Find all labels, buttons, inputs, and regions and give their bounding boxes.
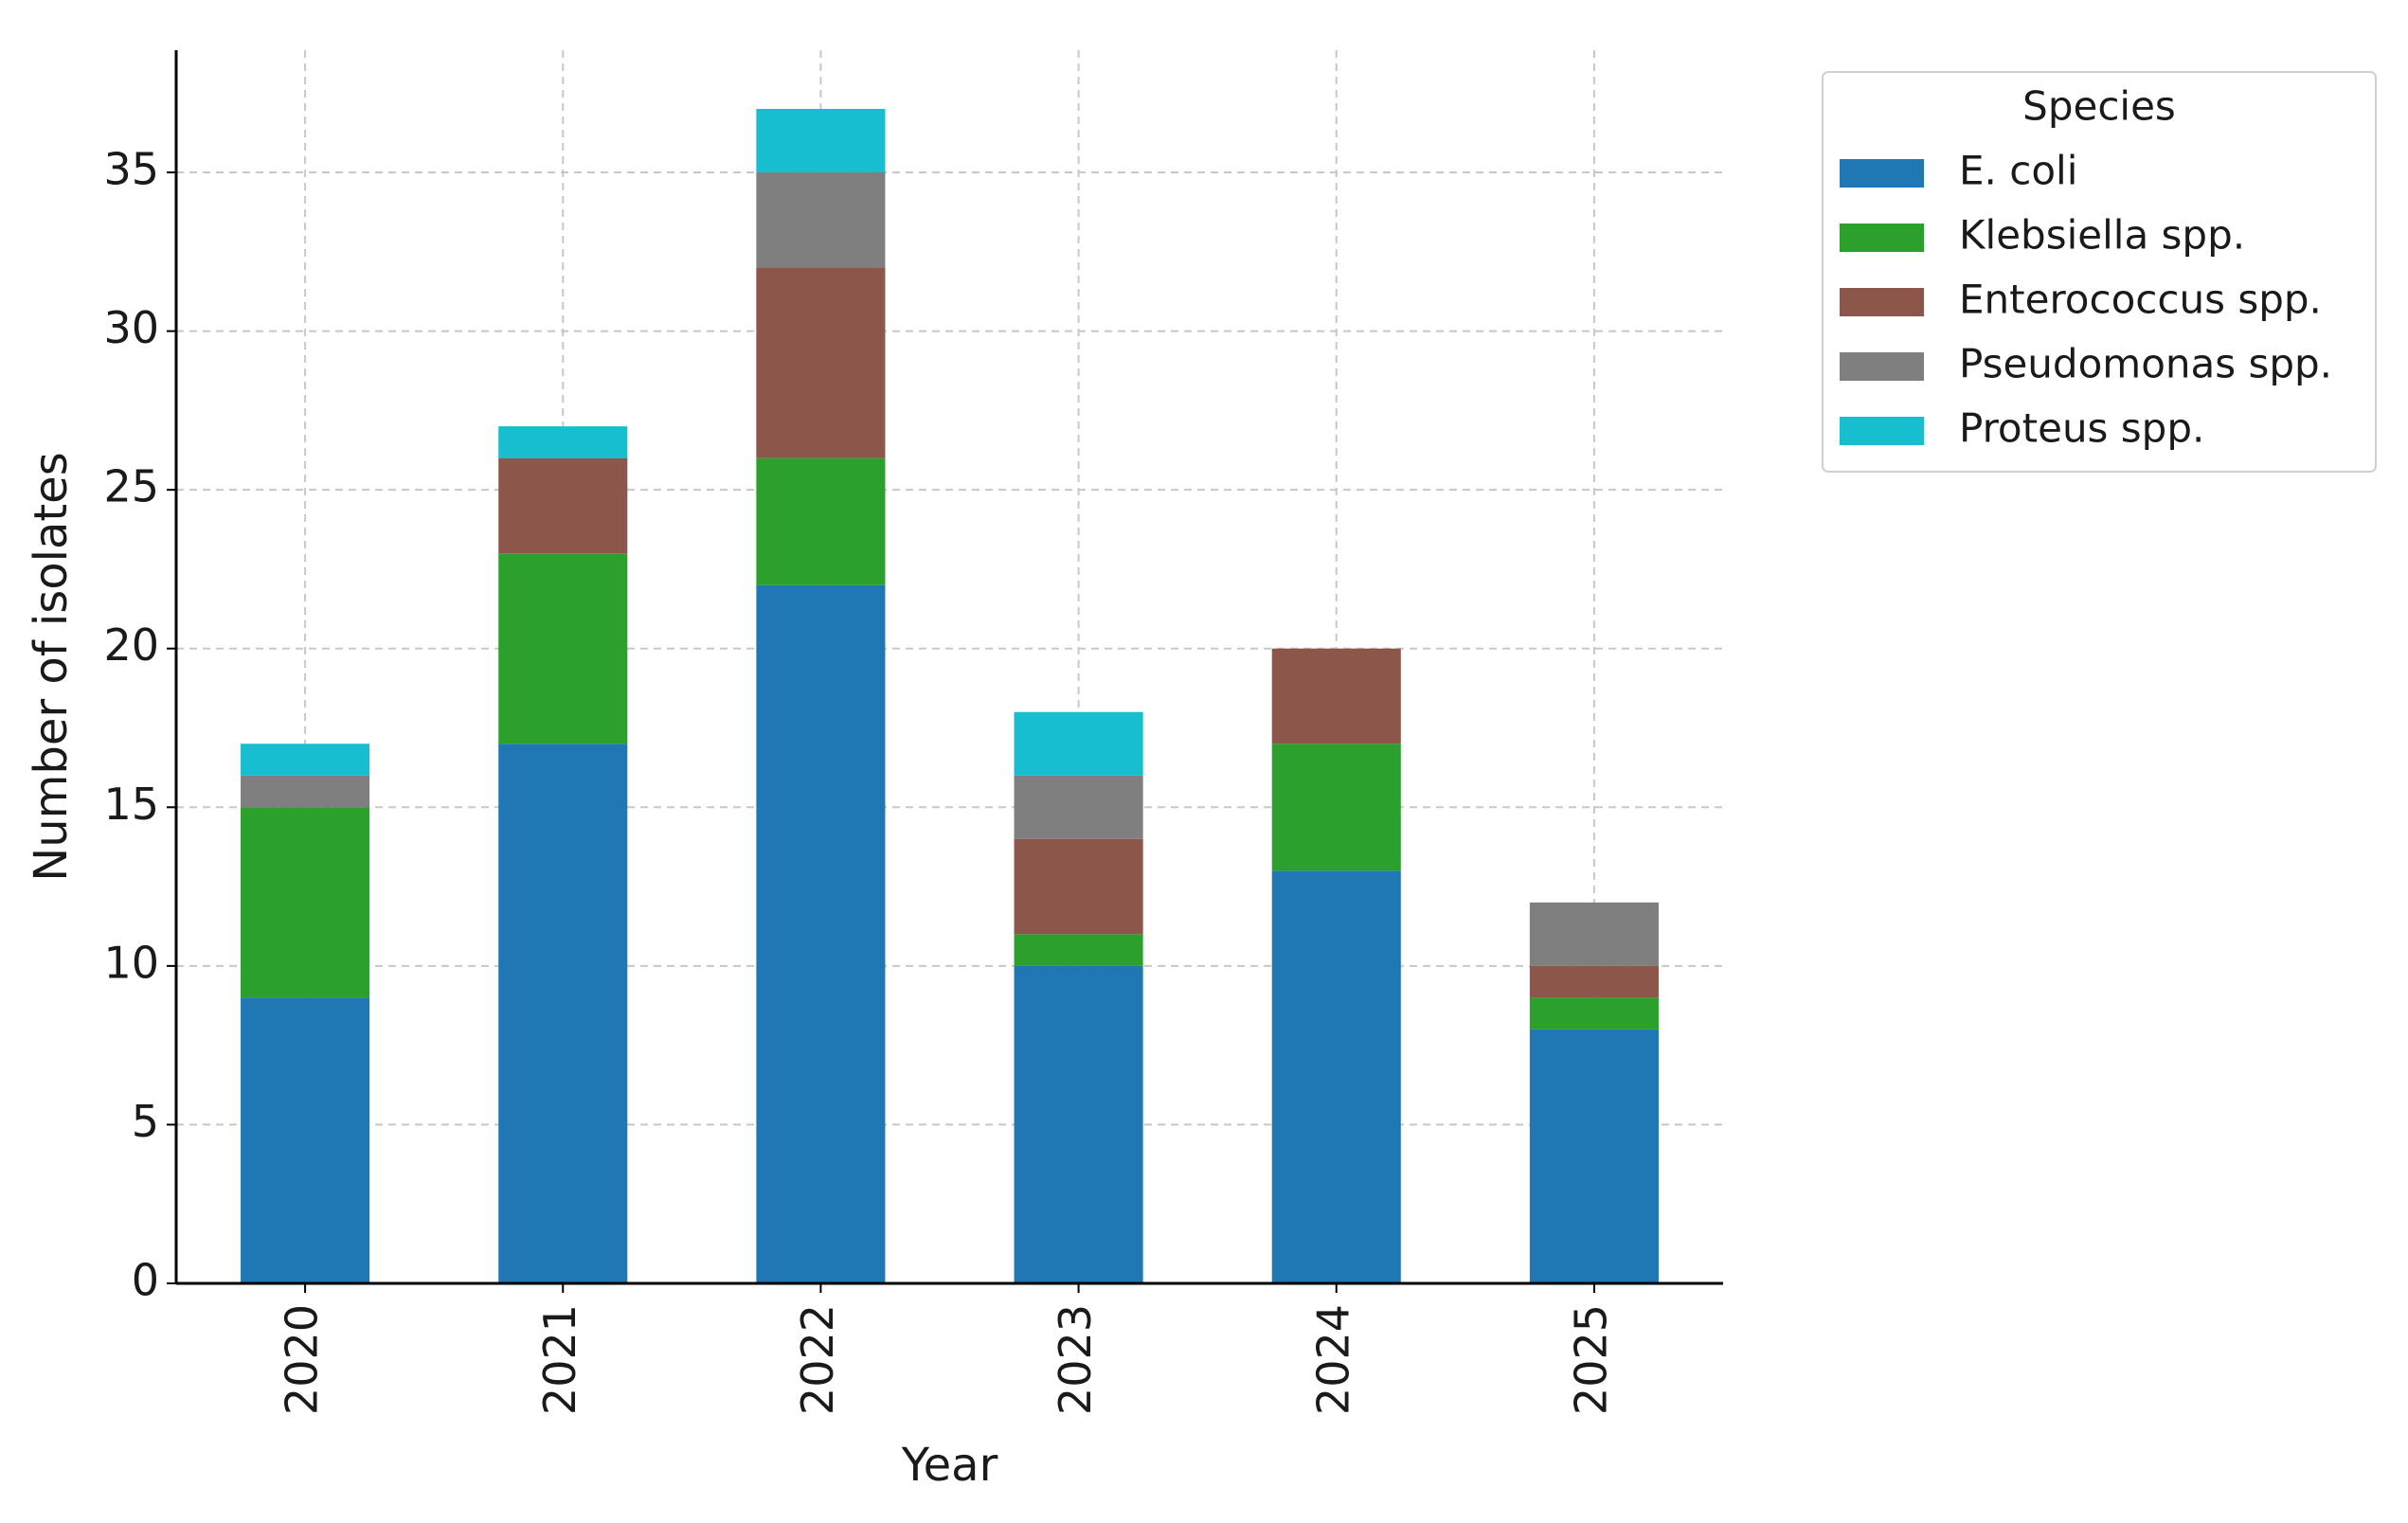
y-axis-label: Number of isolates [25, 452, 78, 881]
legend: Species E. coli Klebsiella spp. Enterococcu… [1822, 71, 2377, 473]
bar-segment [1014, 711, 1143, 776]
legend-swatch [1840, 224, 1924, 252]
bar-segment [756, 172, 886, 268]
x-tick-label: 2025 [1565, 1304, 1616, 1415]
bar-segment [1014, 934, 1143, 966]
bar-segment [1271, 744, 1401, 871]
legend-swatch [1840, 352, 1924, 381]
bar-segment [1529, 902, 1659, 966]
bar-segment [1014, 838, 1143, 935]
y-tick-label: 30 [103, 302, 159, 353]
x-tick-label: 2022 [792, 1304, 843, 1415]
bar-segment [241, 775, 370, 808]
legend-label: Klebsiella spp. [1959, 212, 2245, 259]
bar-segment [241, 807, 370, 998]
legend-label: Pseudomonas spp. [1959, 341, 2332, 387]
legend-title: Species [2022, 83, 2176, 130]
x-tick-label: 2021 [534, 1304, 585, 1415]
legend-swatch [1840, 159, 1924, 188]
y-tick-label: 5 [132, 1096, 159, 1147]
bar-segment [1014, 775, 1143, 839]
y-tick-label: 20 [103, 619, 159, 671]
x-axis-label: Year [901, 1439, 998, 1492]
y-tick-label: 35 [103, 144, 159, 195]
bar-segment [1529, 997, 1659, 1030]
bar-segment [498, 553, 628, 744]
y-tick-label: 15 [103, 779, 159, 830]
x-tick-label: 2023 [1050, 1304, 1101, 1415]
bar-segment [241, 997, 370, 1283]
bar-segment [756, 584, 886, 1283]
bar-segment [1014, 965, 1143, 1283]
legend-swatch [1840, 417, 1924, 445]
y-tick-label: 25 [103, 461, 159, 512]
bar-segment [498, 744, 628, 1283]
bar-segment [756, 267, 886, 458]
bar-segment [756, 109, 886, 173]
bar-segment [1271, 870, 1401, 1283]
x-tick-label: 2020 [277, 1304, 328, 1415]
bar-segment [498, 457, 628, 554]
legend-box [1822, 71, 2377, 473]
bar-segment [1529, 1029, 1659, 1283]
bar-segment [241, 744, 370, 776]
legend-label: Proteus spp. [1959, 405, 2204, 452]
bar-segment [1271, 648, 1401, 744]
x-tick-label: 2024 [1307, 1304, 1358, 1415]
bar-segment [1529, 965, 1659, 998]
bar-segment [756, 457, 886, 585]
legend-label: E. coli [1959, 148, 2077, 194]
bar-segment [498, 426, 628, 458]
y-tick-label: 0 [132, 1255, 159, 1306]
legend-swatch [1840, 288, 1924, 316]
legend-label: Enterococcus spp. [1959, 277, 2322, 323]
y-tick-label: 10 [103, 937, 159, 988]
